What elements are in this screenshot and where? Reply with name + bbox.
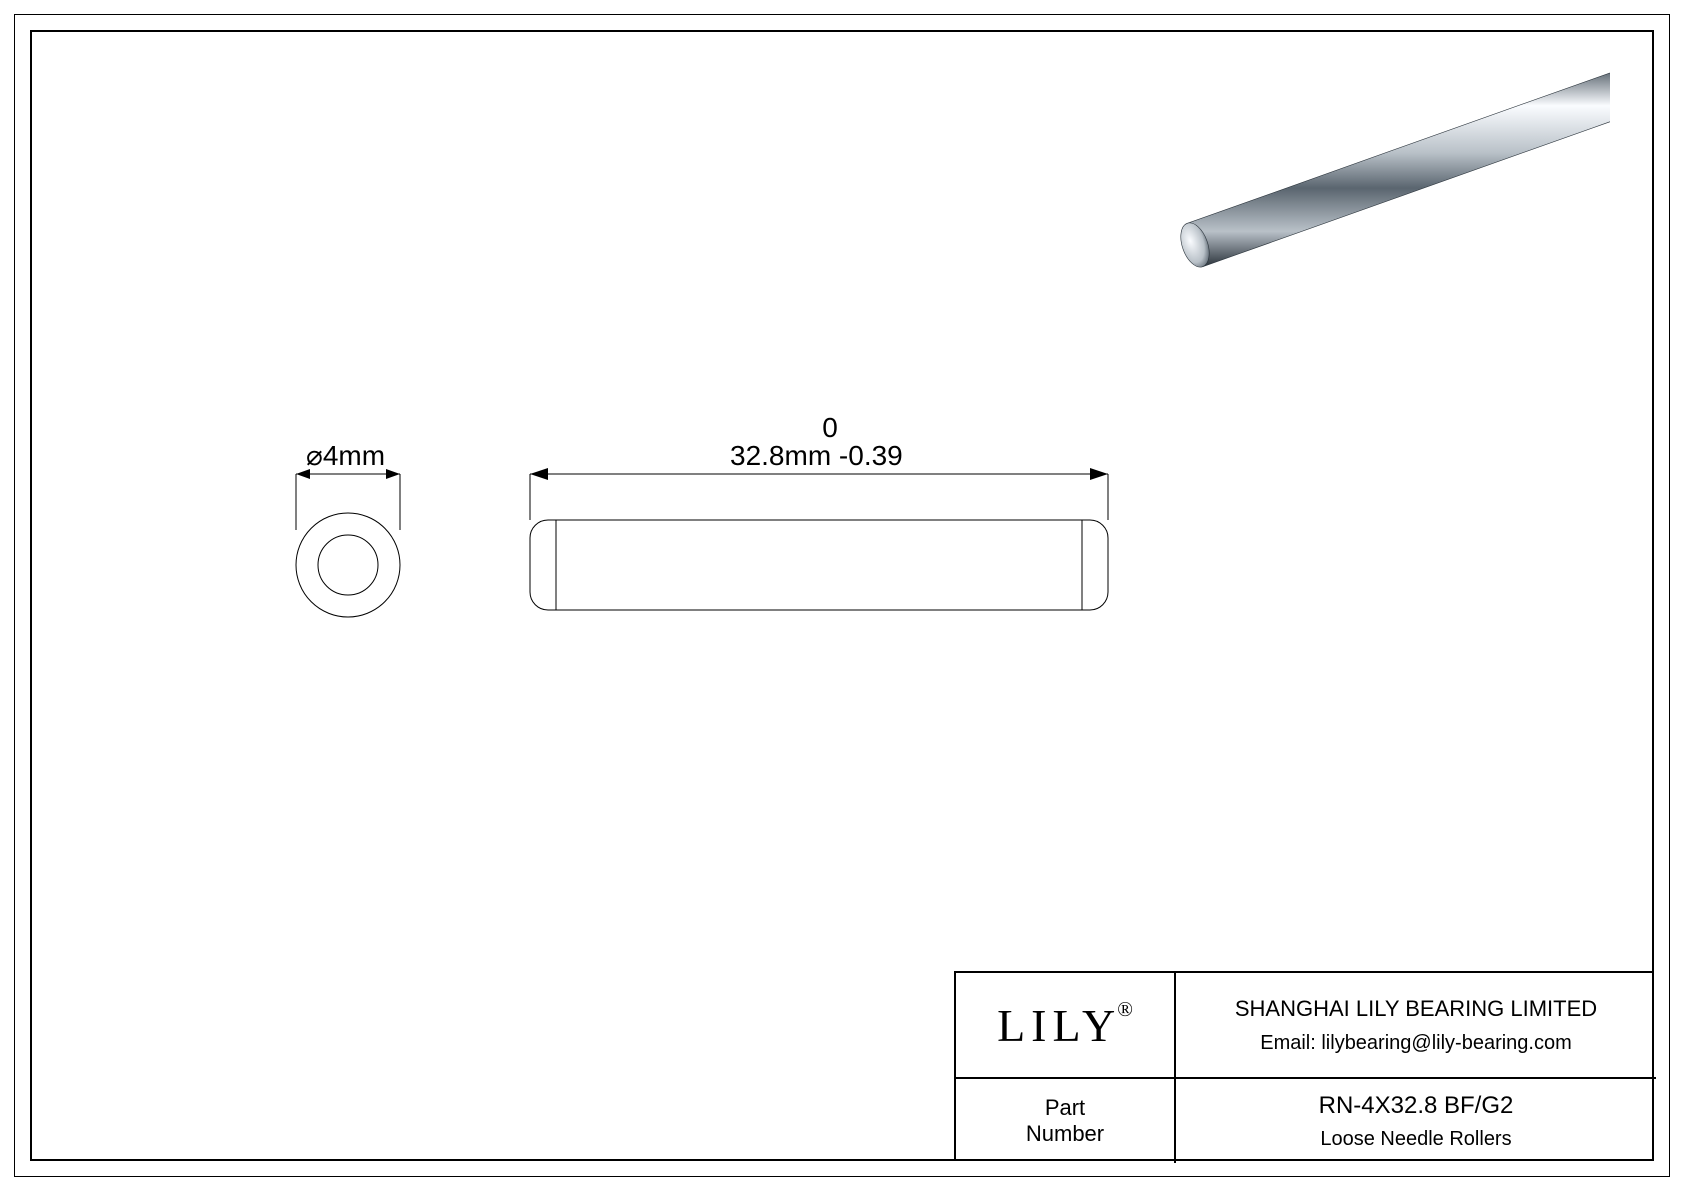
company-cell: SHANGHAI LILY BEARING LIMITED Email: lil… xyxy=(1176,973,1656,1079)
part-label-cell: Part Number xyxy=(956,1079,1176,1163)
side-view-roller xyxy=(530,520,1108,610)
part-label-line1: Part xyxy=(1045,1095,1085,1121)
part-description: Loose Needle Rollers xyxy=(1320,1128,1511,1151)
length-label: 32.8mm -0.39 xyxy=(730,440,903,471)
drawing-sheet: ⌀4mm 0 32.8mm -0.39 LILY® SHANGHAI LILY … xyxy=(0,0,1684,1191)
company-email: Email: lilybearing@lily-bearing.com xyxy=(1260,1032,1572,1055)
length-dimension xyxy=(530,468,1108,520)
part-label-line2: Number xyxy=(1026,1121,1104,1147)
company-logo: LILY® xyxy=(997,999,1133,1052)
logo-text: LILY xyxy=(997,1000,1121,1051)
registered-icon: ® xyxy=(1117,999,1133,1021)
company-name: SHANGHAI LILY BEARING LIMITED xyxy=(1235,996,1597,1022)
diameter-dimension xyxy=(296,469,400,530)
diameter-label: ⌀4mm xyxy=(306,440,385,471)
end-view-circle xyxy=(296,513,400,617)
part-number: RN-4X32.8 BF/G2 xyxy=(1319,1092,1514,1120)
length-tolerance-upper: 0 xyxy=(822,412,838,443)
part-value-cell: RN-4X32.8 BF/G2 Loose Needle Rollers xyxy=(1176,1079,1656,1163)
logo-cell: LILY® xyxy=(956,973,1176,1079)
title-block: LILY® SHANGHAI LILY BEARING LIMITED Emai… xyxy=(954,971,1654,1161)
